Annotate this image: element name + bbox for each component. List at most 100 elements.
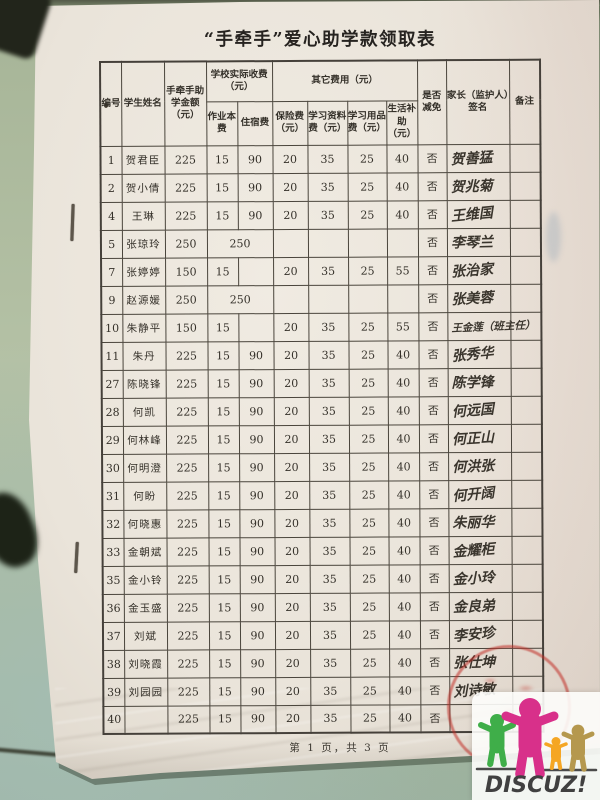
paper-speck	[104, 103, 108, 108]
signature-handwriting: 张秀华	[450, 345, 494, 365]
cell-school-fee-merged: 250	[206, 229, 274, 258]
cell-insurance-fee: 20	[274, 620, 311, 650]
figure-magenta-icon	[501, 698, 559, 779]
cell-student-name: 刘晓霞	[124, 649, 168, 678]
cell-insurance-fee: 20	[272, 144, 308, 174]
cell-aid-amount: 225	[166, 509, 209, 538]
col-header-student-name: 学生姓名	[121, 61, 165, 146]
cell-living-subsidy: 40	[388, 480, 420, 509]
cell-materials-fee: 35	[307, 200, 348, 229]
cell-remark	[510, 395, 542, 424]
discuz-logo-graphic: DISCUZ!	[475, 698, 598, 798]
cell-materials-fee: 35	[307, 172, 348, 201]
cell-supplies-fee: 25	[349, 508, 389, 537]
cell-lodging-fee: 90	[237, 173, 273, 202]
signature-handwriting: 王维国	[449, 205, 494, 225]
cell-workbook-fee: 15	[208, 537, 240, 566]
cell-lodging-fee	[238, 313, 274, 342]
cell-living-subsidy: 40	[388, 564, 420, 593]
cell-living-subsidy: 40	[387, 396, 419, 425]
cell-guardian-signature: 贺善猛	[446, 143, 510, 173]
cell-student-name: 王琳	[121, 201, 165, 230]
cell-supplies-fee	[347, 228, 388, 257]
cell-supplies-fee: 25	[348, 424, 389, 453]
cell-lodging-fee: 90	[238, 341, 274, 370]
cell-supplies-fee: 25	[348, 256, 388, 285]
cell-aid-amount: 225	[166, 481, 209, 510]
cell-guardian-signature: 王维国	[446, 199, 510, 229]
cell-workbook-fee: 15	[209, 705, 241, 734]
cell-waived: 否	[417, 172, 447, 201]
discuz-wordmark: DISCUZ!	[485, 773, 587, 798]
cell-lodging-fee: 90	[239, 565, 275, 594]
cell-insurance-fee: 20	[272, 200, 308, 230]
cell-no: 36	[102, 593, 124, 622]
cell-supplies-fee: 25	[348, 340, 388, 369]
staple-mark	[74, 541, 79, 574]
cell-workbook-fee: 15	[207, 425, 240, 454]
cell-lodging-fee: 90	[239, 593, 275, 622]
cell-materials-fee: 35	[308, 424, 350, 453]
cell-workbook-fee: 15	[206, 173, 238, 202]
table-row: 32 何晓惠 225 15 90 20 35 25 40 否朱丽华	[102, 507, 543, 538]
cell-lodging-fee: 90	[239, 481, 275, 510]
col-header-remarks: 备注	[509, 59, 541, 144]
cell-insurance-fee: 20	[275, 648, 311, 678]
table-row: 4 王琳 225 15 90 20 35 25 40 否王维国	[100, 199, 541, 230]
cell-no: 29	[101, 425, 124, 454]
cell-no: 37	[102, 621, 125, 650]
col-header-guardian-signature: 家长（监护人）签名	[446, 59, 510, 145]
cell-materials-fee: 35	[308, 256, 349, 285]
cell-waived: 否	[418, 396, 448, 425]
cell-waived: 否	[419, 536, 449, 565]
cell-lodging-fee: 90	[239, 509, 275, 538]
cell-no: 28	[101, 397, 123, 426]
cell-lodging-fee: 90	[240, 705, 276, 734]
cell-insurance-fee: 20	[274, 564, 310, 594]
cell-student-name: 金玉盛	[123, 593, 167, 622]
cell-supplies-fee: 25	[349, 480, 389, 509]
cell-aid-amount: 225	[164, 173, 207, 202]
cell-guardian-signature: 陈学锋	[447, 367, 511, 397]
aid-table: 编号 学生姓名 手牵手助学金额（元） 学校实际收费（元） 其它费用（元） 是否减…	[99, 58, 545, 735]
cell-supplies-fee: 25	[348, 368, 388, 397]
cell-workbook-fee: 15	[208, 481, 240, 510]
cell-workbook-fee: 15	[208, 621, 241, 650]
signature-handwriting: 何远国	[450, 401, 494, 421]
table-row: 10 朱静平 150 15 20 35 25 55 否王金莲（班主任）	[101, 311, 542, 342]
cell-guardian-signature: 金良弟	[448, 591, 512, 621]
col-header-aid-amount: 手牵手助学金额（元）	[164, 61, 207, 146]
cell-aid-amount: 250	[164, 229, 208, 258]
cell-lodging-fee: 90	[237, 201, 273, 230]
cell-insurance-fee	[272, 228, 309, 258]
cell-living-subsidy: 40	[388, 592, 420, 621]
cell-materials-fee	[308, 284, 349, 313]
col-header-other-fee-group: 其它费用（元）	[272, 60, 418, 102]
table-row: 5 张琼玲 250 250 否李琴兰	[100, 227, 542, 258]
cell-aid-amount: 225	[164, 145, 207, 174]
figure-tan-icon	[561, 724, 595, 772]
cell-insurance-fee	[273, 284, 309, 314]
cell-waived: 否	[417, 144, 447, 173]
table-row: 33 金朝斌 225 15 90 20 35 25 40 否金耀柜	[102, 535, 543, 566]
cell-workbook-fee: 15	[207, 397, 239, 426]
cell-materials-fee: 35	[308, 312, 349, 341]
cell-student-name: 何凯	[122, 397, 166, 426]
cell-aid-amount: 225	[166, 565, 209, 594]
cell-student-name	[124, 705, 168, 734]
cell-student-name: 刘斌	[123, 621, 168, 650]
cell-insurance-fee: 20	[273, 340, 309, 370]
cell-living-subsidy: 55	[387, 312, 419, 341]
cell-waived: 否	[418, 340, 448, 369]
cell-remark	[510, 283, 542, 312]
cell-student-name: 刘园园	[124, 677, 168, 706]
cell-materials-fee: 35	[308, 368, 349, 397]
cell-aid-amount: 225	[167, 649, 210, 678]
cell-lodging-fee: 90	[238, 425, 275, 454]
cell-waived: 否	[418, 368, 448, 397]
cell-waived: 否	[420, 676, 450, 705]
cell-workbook-fee: 15	[207, 257, 239, 286]
cell-living-subsidy: 40	[388, 452, 420, 481]
cell-supplies-fee: 25	[349, 592, 389, 621]
